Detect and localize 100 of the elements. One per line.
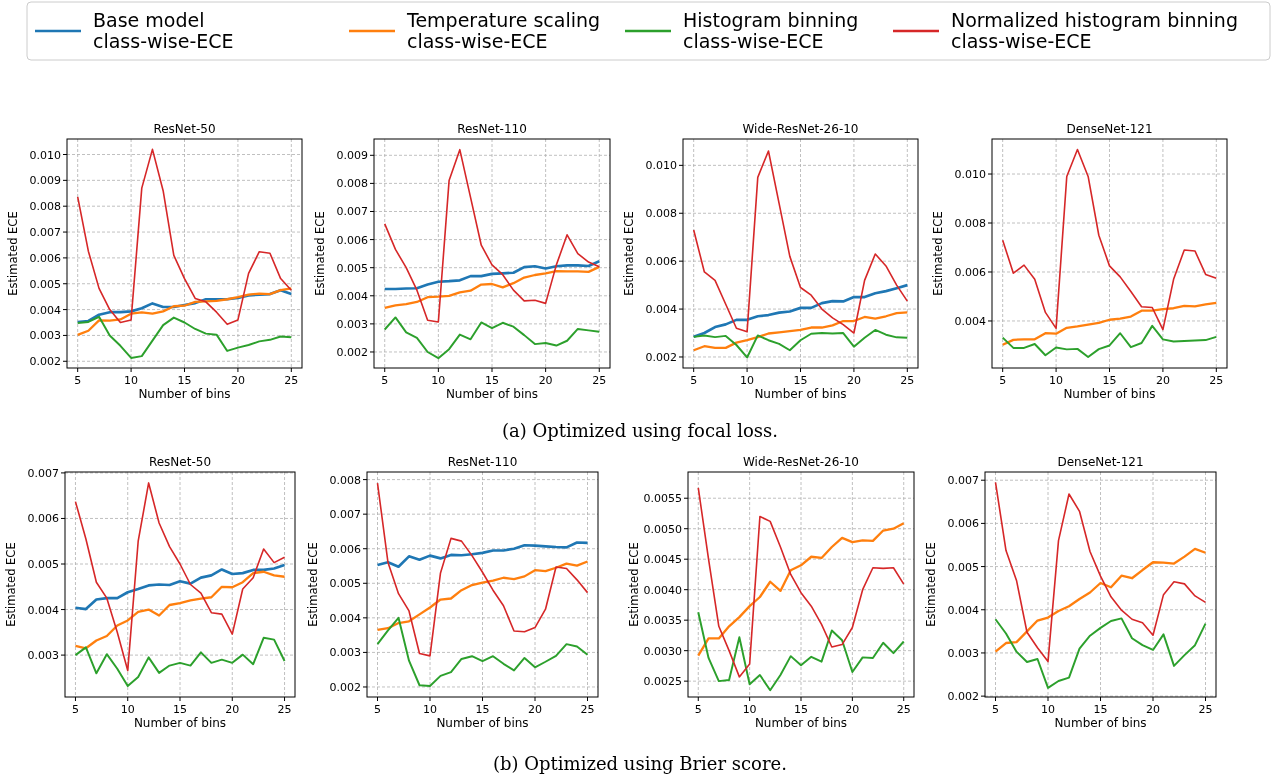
y-tick-label: 0.008: [954, 217, 986, 231]
chart-title: ResNet-50: [153, 122, 216, 136]
y-tick-label: 0.0030: [643, 644, 682, 658]
x-tick-label: 20: [1155, 374, 1170, 387]
x-tick-label: 25: [900, 374, 915, 387]
x-tick-label: 25: [277, 703, 292, 716]
y-tick-label: 0.007: [336, 205, 368, 219]
text: (a) Optimized using focal loss.: [502, 420, 778, 441]
x-axis-title: Number of bins: [1063, 387, 1156, 401]
x-tick-label: 15: [793, 374, 808, 387]
x-tick-label: 15: [485, 374, 499, 387]
y-tick-label: 0.008: [329, 473, 361, 487]
y-tick-label: 0.0040: [643, 583, 682, 597]
y-tick-label: 0.007: [947, 474, 979, 488]
y-tick-label: 0.005: [329, 577, 361, 591]
text: (b) Optimized using Brier score.: [493, 753, 787, 774]
y-tick-label: 0.010: [645, 159, 677, 173]
x-tick-label: 20: [846, 374, 861, 387]
y-tick-label: 0.008: [336, 177, 368, 191]
y-tick-label: 0.006: [645, 255, 677, 269]
y-tick-label: 0.004: [645, 303, 677, 317]
x-tick-label: 10: [120, 703, 135, 716]
y-tick-label: 0.0055: [643, 492, 682, 506]
y-tick-label: 0.005: [27, 558, 59, 571]
y-tick-label: 0.006: [336, 233, 368, 247]
y-tick-label: 0.005: [947, 560, 979, 574]
legend-label: Temperature scaling class-wise-ECE: [406, 9, 601, 52]
y-tick-label: 0.006: [947, 517, 979, 531]
y-tick-label: 0.0035: [643, 614, 682, 628]
x-axis-title: Number of bins: [133, 716, 227, 730]
x-tick-label: 20: [230, 374, 245, 387]
x-tick-label: 15: [794, 703, 808, 716]
y-tick-label: 0.010: [29, 148, 61, 162]
x-tick-label: 20: [528, 703, 542, 716]
x-tick-label: 25: [1198, 703, 1213, 716]
x-tick-label: 25: [592, 374, 607, 387]
y-tick-label: 0.010: [954, 168, 986, 182]
x-tick-label: 5: [992, 703, 999, 716]
y-tick-label: 0.002: [29, 355, 61, 369]
y-tick-label: 0.003: [336, 317, 368, 331]
y-tick-label: 0.005: [29, 277, 61, 291]
x-tick-label: 15: [1093, 703, 1108, 716]
x-axis-title: Number of bins: [445, 387, 539, 401]
y-tick-label: 0.006: [27, 512, 59, 526]
y-tick-label: 0.004: [336, 289, 368, 303]
y-tick-label: 0.006: [29, 251, 61, 265]
y-axis-title: Estimated ECE: [6, 211, 20, 296]
legend-label: Histogram binning class-wise-ECE: [683, 9, 859, 52]
x-tick-label: 25: [580, 703, 595, 716]
y-tick-label: 0.004: [954, 314, 986, 328]
y-axis-title: Estimated ECE: [924, 542, 938, 627]
chart-title: ResNet-110: [447, 455, 518, 469]
y-tick-label: 0.002: [329, 680, 361, 694]
x-axis-title: Number of bins: [436, 716, 529, 730]
y-tick-label: 0.004: [29, 303, 61, 317]
y-tick-label: 0.003: [29, 329, 61, 343]
x-tick-label: 20: [538, 374, 553, 387]
x-tick-label: 20: [845, 703, 860, 716]
x-tick-label: 15: [173, 703, 187, 716]
chart-title: DenseNet-121: [1057, 455, 1144, 469]
legend-label: Normalized histogram binning class-wise-ECE: [951, 9, 1238, 52]
y-tick-label: 0.007: [27, 466, 59, 480]
chart-title: ResNet-50: [148, 455, 212, 469]
y-tick-label: 0.006: [329, 542, 361, 556]
y-tick-label: 0.002: [645, 350, 677, 364]
x-tick-label: 5: [690, 374, 698, 387]
y-tick-label: 0.007: [329, 508, 361, 522]
y-tick-label: 0.005: [336, 261, 368, 275]
y-tick-label: 0.004: [27, 603, 59, 617]
x-tick-label: 25: [1209, 374, 1224, 387]
x-tick-label: 10: [1049, 374, 1064, 387]
x-tick-label: 20: [225, 703, 240, 716]
y-axis-title: Estimated ECE: [313, 211, 327, 296]
x-tick-label: 15: [177, 374, 192, 387]
chart-title: ResNet-110: [457, 122, 527, 136]
y-axis-title: Estimated ECE: [4, 542, 18, 627]
x-tick-label: 10: [742, 703, 757, 716]
x-tick-label: 5: [381, 374, 389, 387]
legend-label: Base model class-wise-ECE: [93, 9, 234, 52]
chart-title: Wide-ResNet-26-10: [742, 122, 859, 136]
x-tick-label: 10: [423, 703, 437, 716]
x-tick-label: 10: [431, 374, 446, 387]
x-tick-label: 5: [74, 374, 82, 387]
x-tick-label: 15: [1102, 374, 1117, 387]
y-tick-label: 0.006: [954, 265, 986, 279]
y-axis-title: Estimated ECE: [622, 211, 636, 296]
y-tick-label: 0.009: [29, 174, 61, 188]
x-tick-label: 5: [71, 703, 79, 716]
y-tick-label: 0.0025: [643, 675, 682, 689]
y-tick-label: 0.003: [947, 646, 979, 660]
x-tick-label: 15: [475, 703, 490, 716]
x-tick-label: 5: [374, 703, 381, 716]
chart-title: DenseNet-121: [1066, 122, 1153, 136]
y-tick-label: 0.008: [29, 200, 61, 214]
y-tick-label: 0.003: [27, 649, 59, 663]
y-tick-label: 0.0045: [643, 553, 682, 567]
x-axis-title: Number of bins: [754, 716, 848, 730]
y-tick-label: 0.009: [336, 149, 368, 163]
y-tick-label: 0.004: [947, 603, 979, 617]
x-tick-label: 25: [284, 374, 299, 387]
